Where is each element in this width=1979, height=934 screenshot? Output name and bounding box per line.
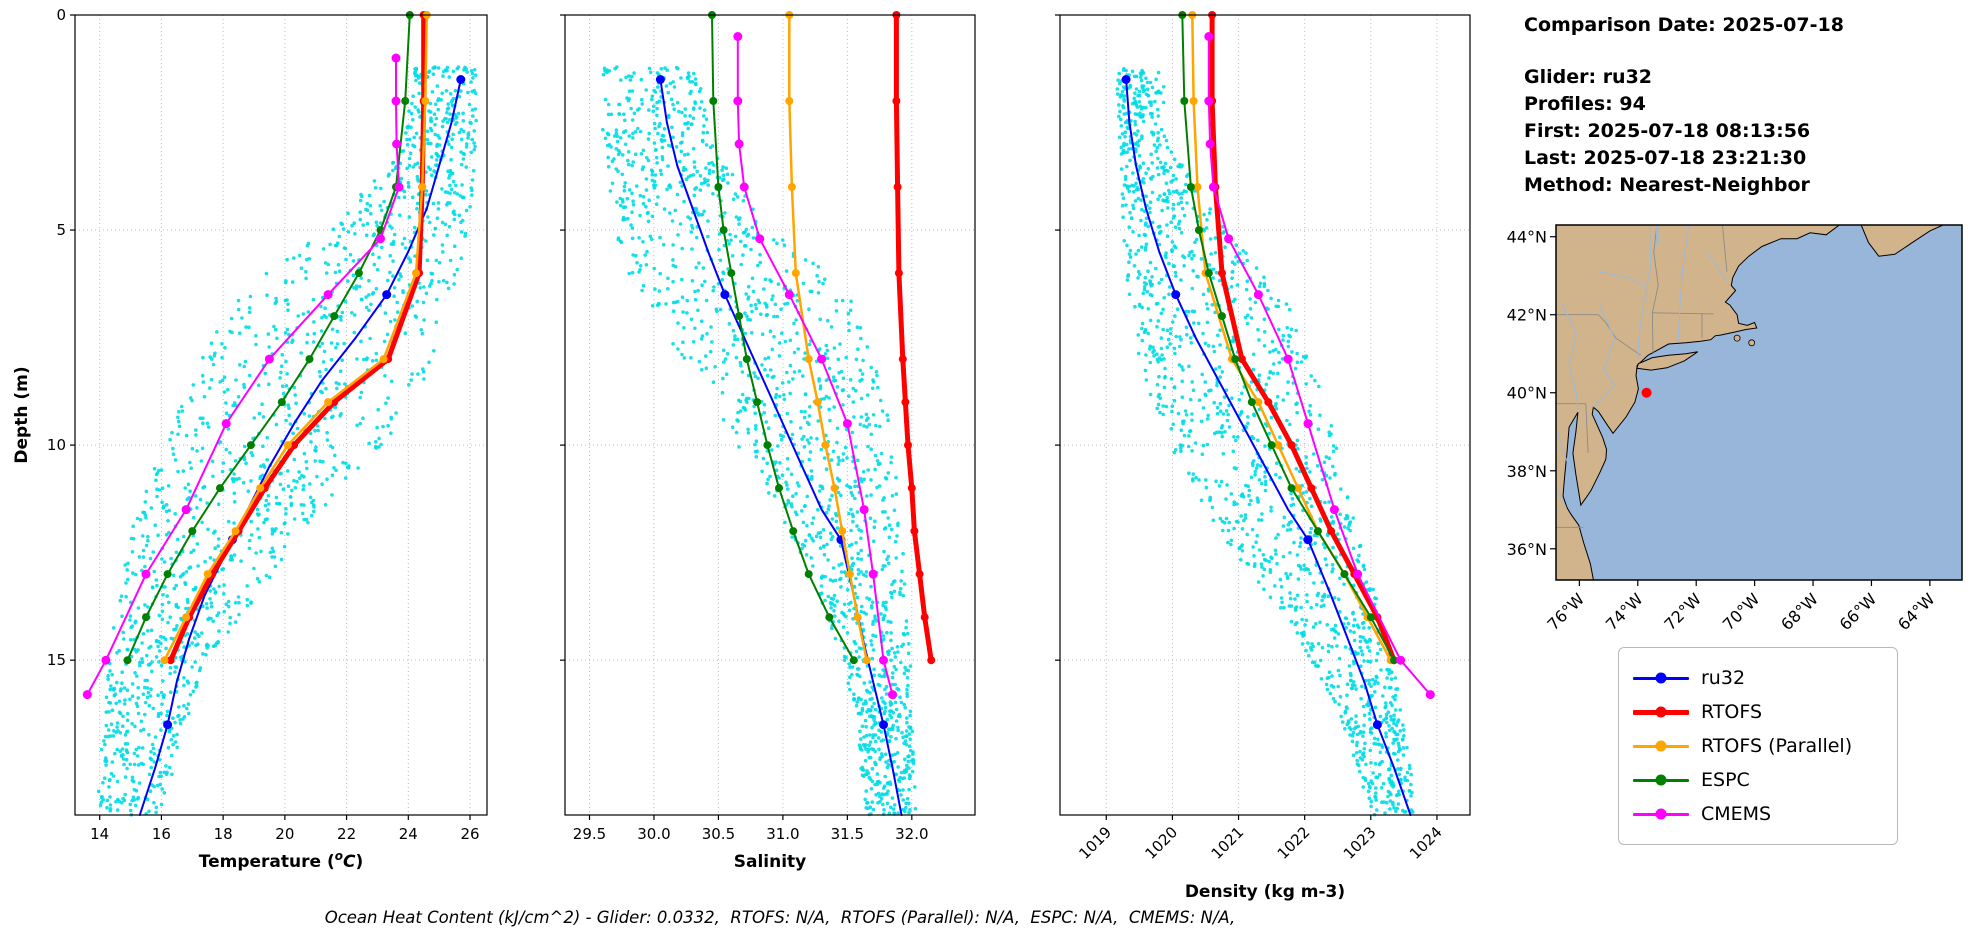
- legend-line-sample: [1633, 672, 1689, 684]
- ocean-heat-content-caption: Ocean Heat Content (kJ/cm^2) - Glider: 0…: [324, 908, 1236, 927]
- svg-text:18: 18: [214, 825, 233, 843]
- svg-text:68°W: 68°W: [1777, 589, 1822, 634]
- legend-label: ru32: [1701, 667, 1746, 689]
- svg-text:31.5: 31.5: [831, 825, 864, 843]
- grid-layer: [565, 14, 975, 815]
- legend-marker-dot: [1655, 774, 1667, 786]
- density-series-CMEMS: [1204, 32, 1435, 700]
- svg-text:1023: 1023: [1340, 823, 1380, 863]
- legend: ru32 RTOFS RTOFS (Parallel) ESPC CMEMS: [1618, 647, 1898, 845]
- axes-ticks: 29.5 30.0 30.5 31.0 31.5 32.0: [560, 14, 929, 843]
- salinity-series-ru32: [655, 75, 903, 816]
- salinity-plot: 29.5 30.0 30.5 31.0 31.5 32.0 Salinity: [560, 11, 976, 872]
- svg-text:26: 26: [460, 825, 479, 843]
- temperature-series-RTOFS (Parallel): [160, 11, 431, 665]
- legend-label: RTOFS (Parallel): [1701, 735, 1853, 757]
- density-series-ESPC: [1178, 11, 1398, 665]
- map-frame: [1555, 224, 1963, 581]
- legend-row-rtofs: RTOFS: [1633, 695, 1885, 729]
- svg-text:40°N: 40°N: [1507, 384, 1547, 403]
- density-xlabel: Density (kg m-3): [1185, 882, 1345, 902]
- svg-text:38°N: 38°N: [1507, 462, 1547, 481]
- salinity-xlabel: Salinity: [734, 852, 807, 872]
- svg-text:30.0: 30.0: [637, 825, 670, 843]
- legend-label: RTOFS: [1701, 701, 1763, 723]
- legend-row-ru32: ru32: [1633, 661, 1885, 695]
- legend-row-espc: ESPC: [1633, 763, 1885, 797]
- svg-text:10: 10: [47, 436, 66, 454]
- salinity-series-RTOFS: [892, 11, 936, 665]
- salinity-series-RTOFS (Parallel): [785, 11, 871, 665]
- svg-text:74°W: 74°W: [1602, 589, 1647, 634]
- legend-label: ESPC: [1701, 769, 1750, 791]
- svg-text:1019: 1019: [1075, 823, 1115, 863]
- svg-text:0: 0: [56, 6, 66, 24]
- svg-text:30.5: 30.5: [702, 825, 735, 843]
- legend-line-sample: [1633, 706, 1689, 718]
- svg-text:31.0: 31.0: [766, 825, 799, 843]
- svg-text:70°W: 70°W: [1719, 589, 1764, 634]
- temperature-glider-scatter: [96, 65, 479, 817]
- salinity-series-CMEMS: [733, 32, 897, 700]
- comparison-date-text: Comparison Date: 2025-07-18: [1524, 14, 1844, 36]
- svg-text:22: 22: [337, 825, 356, 843]
- legend-line-sample: [1633, 774, 1689, 786]
- density-series-ru32: [1121, 75, 1412, 816]
- svg-text:14: 14: [90, 825, 109, 843]
- svg-text:29.5: 29.5: [573, 825, 606, 843]
- legend-marker-dot: [1655, 672, 1667, 684]
- profiles-count-text: Profiles: 94: [1524, 93, 1646, 115]
- legend-label: CMEMS: [1701, 803, 1772, 825]
- svg-text:42°N: 42°N: [1507, 306, 1547, 325]
- last-profile-time-text: Last: 2025-07-18 23:21:30: [1524, 147, 1807, 169]
- svg-text:66°W: 66°W: [1836, 589, 1881, 634]
- svg-text:1020: 1020: [1142, 823, 1182, 863]
- svg-text:44°N: 44°N: [1507, 228, 1547, 247]
- svg-text:32.0: 32.0: [895, 825, 928, 843]
- svg-text:36°N: 36°N: [1507, 540, 1547, 559]
- method-text: Method: Nearest-Neighbor: [1524, 174, 1810, 196]
- temperature-xlabel: Temperature (oC): [199, 849, 363, 872]
- svg-text:24: 24: [399, 825, 418, 843]
- state-borders-layer: [1556, 225, 1728, 528]
- legend-marker-dot: [1655, 808, 1667, 820]
- profile-plots-canvas: 14 16 18 20 22 24 26 0 5 10 15 Temperature (oC) Dept…: [12, 6, 1471, 902]
- legend-row-cmems: CMEMS: [1633, 797, 1885, 831]
- legend-marker-dot: [1655, 740, 1667, 752]
- temperature-series-CMEMS: [82, 53, 404, 700]
- svg-text:1022: 1022: [1274, 823, 1314, 863]
- svg-text:64°W: 64°W: [1894, 589, 1939, 634]
- first-profile-time-text: First: 2025-07-18 08:13:56: [1524, 120, 1811, 142]
- legend-row-rtofs-parallel: RTOFS (Parallel): [1633, 729, 1885, 763]
- glider-location-marker: [1641, 387, 1652, 398]
- svg-text:72°W: 72°W: [1660, 589, 1705, 634]
- legend-line-sample: [1633, 808, 1689, 820]
- density-plot: 1019 1020 1021 1022 1023 1024 Density (kg m-3): [1055, 11, 1471, 902]
- rivers-layer: [1556, 225, 1728, 509]
- legend-marker-dot: [1655, 706, 1667, 718]
- salinity-series-ESPC: [708, 11, 858, 665]
- location-map: 44°N 42°N 40°N 38°N 36°N 76°W 74°W 72°W 70°W 68°W…: [1507, 224, 1963, 634]
- svg-text:5: 5: [56, 221, 66, 239]
- land-layer: [1556, 225, 1944, 580]
- svg-text:76°W: 76°W: [1544, 589, 1589, 634]
- svg-text:15: 15: [47, 651, 66, 669]
- temperature-plot: 14 16 18 20 22 24 26 0 5 10 15 Temperature (oC) Dept…: [12, 6, 488, 872]
- info-panel: Comparison Date: 2025-07-18 Glider: ru32…: [1524, 12, 1844, 199]
- svg-text:20: 20: [275, 825, 294, 843]
- axes-ticks: 14 16 18 20 22 24 26 0 5 10 15: [47, 6, 480, 843]
- svg-text:16: 16: [152, 825, 171, 843]
- svg-text:1021: 1021: [1208, 823, 1248, 863]
- legend-line-sample: [1633, 740, 1689, 752]
- glider-name-text: Glider: ru32: [1524, 66, 1653, 88]
- svg-text:1024: 1024: [1406, 823, 1446, 863]
- depth-axis-label: Depth (m): [12, 366, 32, 463]
- salinity-glider-scatter: [601, 65, 918, 817]
